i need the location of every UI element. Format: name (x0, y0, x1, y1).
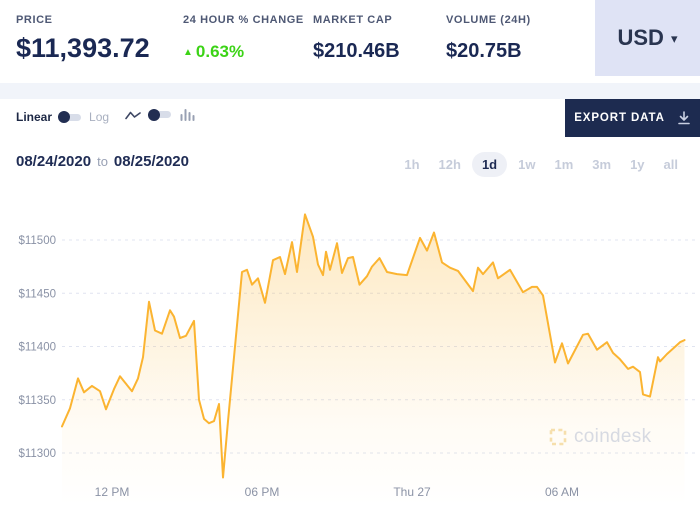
bar-chart-icon[interactable] (180, 108, 195, 121)
end-date[interactable]: 08/25/2020 (113, 153, 189, 170)
up-triangle-icon: ▲ (183, 47, 193, 58)
change-percent: 0.63% (195, 42, 245, 61)
interval-1y[interactable]: 1y (630, 157, 645, 172)
toggle-knob (58, 111, 71, 123)
line-chart-icon[interactable] (125, 109, 141, 121)
volume-label: VOLUME (24H) (446, 14, 531, 26)
coindesk-logo-icon (549, 428, 567, 446)
change-value: ▲ 0.63% (183, 42, 244, 62)
interval-selector: 1h 12h 1d 1w 1m 3m 1y all (396, 152, 686, 177)
interval-3m[interactable]: 3m (592, 157, 612, 172)
chart-type-toggle (125, 108, 195, 121)
price-chart[interactable]: $11300$11350$11400$11450$1150012 PM06 PM… (0, 195, 700, 505)
chevron-down-icon: ▾ (670, 31, 678, 46)
export-data-button[interactable]: EXPORT DATA (565, 99, 700, 137)
currency-value: USD (617, 25, 664, 50)
linear-scale-label[interactable]: Linear (16, 110, 53, 124)
start-date[interactable]: 08/24/2020 (16, 153, 92, 170)
interval-1d[interactable]: 1d (471, 152, 508, 177)
interval-1w[interactable]: 1w (518, 157, 536, 172)
scale-toggle-switch[interactable] (58, 111, 82, 123)
interval-all[interactable]: all (663, 157, 678, 172)
log-scale-label[interactable]: Log (89, 110, 110, 124)
coindesk-watermark-text: coindesk (574, 426, 652, 447)
price-label: PRICE (16, 14, 53, 26)
svg-text:$11450: $11450 (18, 288, 56, 300)
coindesk-watermark: coindesk (549, 426, 651, 448)
svg-text:$11350: $11350 (18, 395, 56, 407)
change-label: 24 HOUR % CHANGE (183, 14, 304, 26)
date-range: 08/24/2020 to 08/25/2020 (16, 153, 189, 170)
export-data-label: EXPORT DATA (574, 112, 665, 124)
interval-1m[interactable]: 1m (554, 157, 574, 172)
svg-text:$11500: $11500 (18, 235, 56, 247)
chart-type-switch[interactable] (148, 108, 171, 121)
interval-12h[interactable]: 12h (438, 157, 461, 172)
currency-selector[interactable]: USD ▾ (595, 0, 700, 76)
download-icon (678, 111, 690, 125)
date-range-separator: to (97, 154, 108, 169)
price-value: $11,393.72 (16, 33, 150, 63)
market-cap-label: MARKET CAP (313, 14, 393, 26)
svg-text:$11400: $11400 (18, 342, 56, 354)
volume-value: $20.75B (446, 40, 522, 62)
scale-toggle: Linear Log (16, 110, 109, 124)
interval-1h[interactable]: 1h (404, 157, 420, 172)
market-cap-value: $210.46B (313, 40, 400, 62)
toggle-knob (148, 108, 160, 121)
svg-text:$11300: $11300 (18, 448, 56, 460)
header-divider-band (0, 83, 700, 99)
